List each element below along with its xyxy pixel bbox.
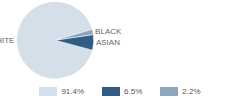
svg-text:ASIAN: ASIAN: [96, 38, 120, 47]
html-text:2.2%: 2.2%: [182, 86, 201, 96]
svg-text:BLACK: BLACK: [95, 27, 122, 36]
html-text:6.5%: 6.5%: [124, 86, 143, 96]
html-text:91.4%: 91.4%: [61, 86, 85, 96]
svg-text:WHITE: WHITE: [0, 36, 14, 45]
